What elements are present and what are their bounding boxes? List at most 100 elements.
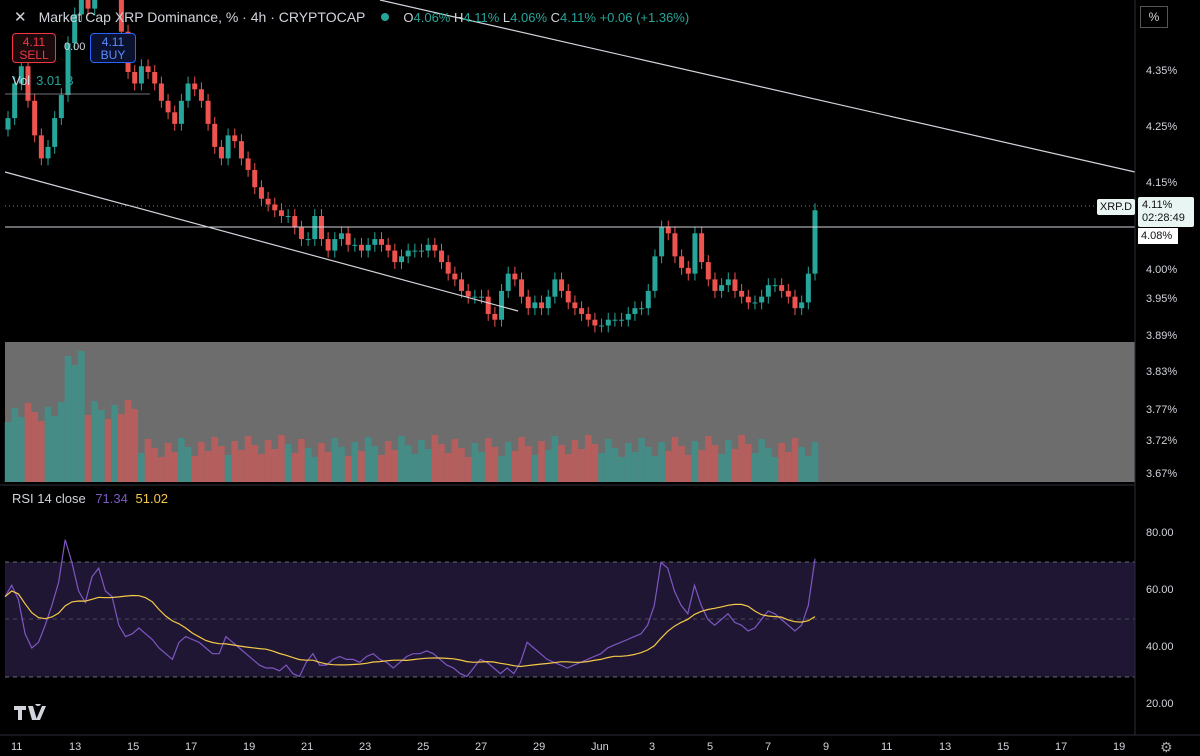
volume-bar (551, 436, 559, 482)
candle-body (452, 273, 458, 280)
volume-bar (431, 435, 439, 482)
volume-bar (798, 447, 805, 482)
trend-line-upper[interactable] (379, 0, 1136, 173)
volume-bar (624, 443, 632, 482)
candle-body (385, 244, 391, 251)
volume-bar (765, 448, 772, 482)
scale-mode-button[interactable]: % (1140, 6, 1168, 28)
candle-body (318, 216, 324, 240)
volume-bar (571, 440, 579, 482)
volume-bar (698, 450, 705, 482)
volume-bar (311, 457, 319, 482)
time-axis-label: 17 (185, 741, 198, 753)
time-axis-label: 27 (475, 741, 488, 753)
candle-body (785, 290, 791, 297)
candle-body (599, 325, 605, 327)
candle-body (419, 250, 425, 252)
volume-bar (531, 455, 539, 482)
symbol-title[interactable]: Market Cap XRP Dominance, % · 4h · CRYPT… (38, 9, 366, 25)
tradingview-logo-icon[interactable] (14, 704, 46, 722)
rsi-legend[interactable]: RSI 14 close 71.34 51.02 (12, 491, 168, 506)
candle-body (432, 244, 438, 251)
volume-bar (444, 453, 452, 482)
volume-bar (651, 456, 659, 482)
rsi-axis-label: 80.00 (1146, 527, 1174, 539)
volume-bar (438, 444, 445, 482)
candle-body (545, 296, 551, 309)
candle-body (585, 313, 591, 320)
candle-body (725, 279, 731, 286)
volume-bar (238, 450, 245, 482)
candle-body (679, 256, 685, 268)
candle-body (25, 66, 31, 101)
candle-body (192, 83, 198, 90)
candle-body (305, 239, 311, 241)
volume-legend[interactable]: Vol 3.01 B (12, 73, 74, 88)
candle-body (138, 66, 144, 84)
candle-body (732, 279, 738, 291)
candle-body (512, 273, 518, 280)
volume-bar (711, 445, 719, 482)
close-icon[interactable]: ✕ (14, 9, 27, 26)
settings-gear-icon[interactable]: ⚙ (1160, 739, 1173, 755)
time-axis-label: 19 (243, 741, 256, 753)
time-axis-label: 23 (359, 741, 372, 753)
candle-body (152, 72, 158, 84)
candle-body (792, 296, 798, 309)
sell-button[interactable]: 4.11 SELL (12, 33, 56, 63)
volume-value: 3.01 B (36, 73, 74, 88)
time-axis-label: 17 (1055, 741, 1068, 753)
volume-bar (471, 443, 479, 482)
volume-bar (31, 412, 38, 482)
time-axis-label: 19 (1113, 741, 1126, 753)
rsi-axis-label: 20.00 (1146, 698, 1174, 710)
sell-label: SELL (19, 48, 49, 62)
volume-bar (198, 442, 205, 482)
volume-bar (745, 444, 752, 482)
volume-bar (418, 440, 425, 482)
volume-bar (598, 453, 605, 482)
candle-body (739, 290, 745, 297)
volume-bar (24, 403, 32, 482)
chart-header: ✕ Market Cap XRP Dominance, % · 4h · CRY… (14, 8, 689, 26)
volume-bar (718, 454, 725, 482)
candle-body (485, 296, 491, 314)
last-price-tag: 4.11% 02:28:49 (1138, 197, 1194, 227)
candle-body (245, 158, 251, 170)
rsi-ma-value: 51.02 (135, 491, 169, 506)
candles (5, 0, 818, 333)
candle-body (779, 285, 785, 291)
volume-bar (704, 436, 712, 482)
buy-price: 4.11 (101, 35, 125, 49)
volume-bars (4, 351, 819, 482)
time-axis-label: Jun (591, 741, 609, 753)
market-status-icon (381, 13, 390, 21)
candle-body (265, 198, 271, 205)
candle-body (492, 313, 498, 320)
volume-bar (584, 435, 592, 482)
candle-body (252, 169, 258, 188)
candle-body (92, 0, 98, 9)
volume-bar (538, 441, 545, 482)
candle-body (338, 233, 344, 240)
volume-bar (138, 453, 145, 482)
volume-bar (278, 435, 285, 482)
candle-body (258, 187, 264, 199)
candle-body (759, 296, 765, 303)
volume-bar (364, 437, 372, 482)
candle-body (85, 0, 91, 9)
volume-bar (171, 452, 179, 482)
buy-button[interactable]: 4.11 BUY (90, 33, 136, 63)
volume-bar (118, 414, 125, 482)
candle-body (312, 216, 318, 240)
candle-body (212, 123, 218, 147)
volume-bar (224, 455, 232, 482)
trend-line-lower[interactable] (4, 171, 519, 312)
candle-body (405, 250, 411, 257)
candle-body (365, 244, 371, 251)
candle-body (572, 302, 578, 309)
candle-countdown: 02:28:49 (1142, 212, 1185, 224)
candle-body (198, 89, 204, 101)
candle-body (639, 308, 645, 310)
